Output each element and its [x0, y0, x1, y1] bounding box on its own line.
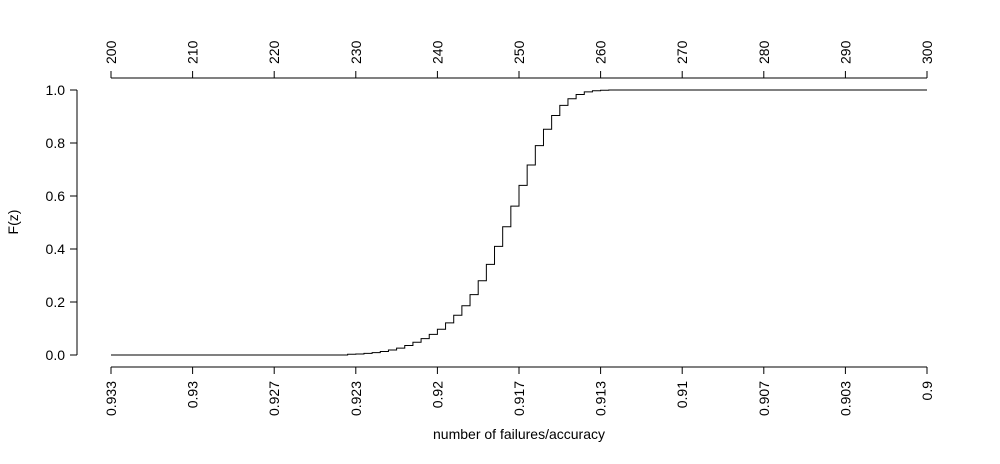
bottom-axis: 0.933 0.93 0.927 0.923 0.92 0.917 0.913 0.91 0.9…: [103, 366, 935, 416]
top-axis: 200 210 220 230 240 250 260 270 280 290 300: [103, 40, 935, 79]
top-axis-tick-label: 300: [919, 40, 935, 64]
bottom-axis-tick-label: 0.913: [593, 381, 609, 416]
top-axis-tick-label: 250: [511, 40, 527, 64]
bottom-axis-tick-label: 0.93: [185, 381, 201, 408]
top-axis-tick-label: 210: [185, 40, 201, 64]
y-axis-tick-label: 0.0: [46, 347, 66, 363]
plot-area: [111, 89, 927, 356]
bottom-axis-tick-label: 0.92: [429, 381, 445, 408]
y-axis-tick-label: 0.4: [46, 241, 66, 257]
bottom-axis-tick-label: 0.9: [919, 381, 935, 401]
y-axis-tick-label: 0.6: [46, 188, 66, 204]
top-axis-tick-label: 220: [266, 40, 282, 64]
top-axis-tick-label: 290: [837, 40, 853, 64]
top-axis-tick-label: 280: [756, 40, 772, 64]
y-axis-label: F(z): [5, 210, 21, 235]
top-axis-tick-label: 240: [429, 40, 445, 64]
bottom-axis-tick-label: 0.923: [348, 381, 364, 416]
bottom-axis-tick-label: 0.903: [837, 381, 853, 416]
bottom-axis-tick-label: 0.917: [511, 381, 527, 416]
bottom-axis-tick-label: 0.933: [103, 381, 119, 416]
ecdf-step-line: [111, 89, 927, 356]
top-axis-tick-label: 200: [103, 40, 119, 64]
bottom-axis-tick-label: 0.927: [266, 381, 282, 416]
y-axis-tick-label: 0.2: [46, 294, 66, 310]
x-axis-label: number of failures/accuracy: [433, 426, 605, 442]
top-axis-tick-label: 260: [593, 40, 609, 64]
y-axis-tick-label: 0.8: [46, 135, 66, 151]
top-axis-tick-label: 270: [674, 40, 690, 64]
y-axis-tick-label: 1.0: [46, 82, 66, 98]
bottom-axis-tick-label: 0.91: [674, 381, 690, 408]
bottom-axis-tick-label: 0.907: [756, 381, 772, 416]
y-axis: 0.0 0.2 0.4 0.6 0.8 1.0: [46, 82, 78, 363]
top-axis-tick-label: 230: [348, 40, 364, 64]
